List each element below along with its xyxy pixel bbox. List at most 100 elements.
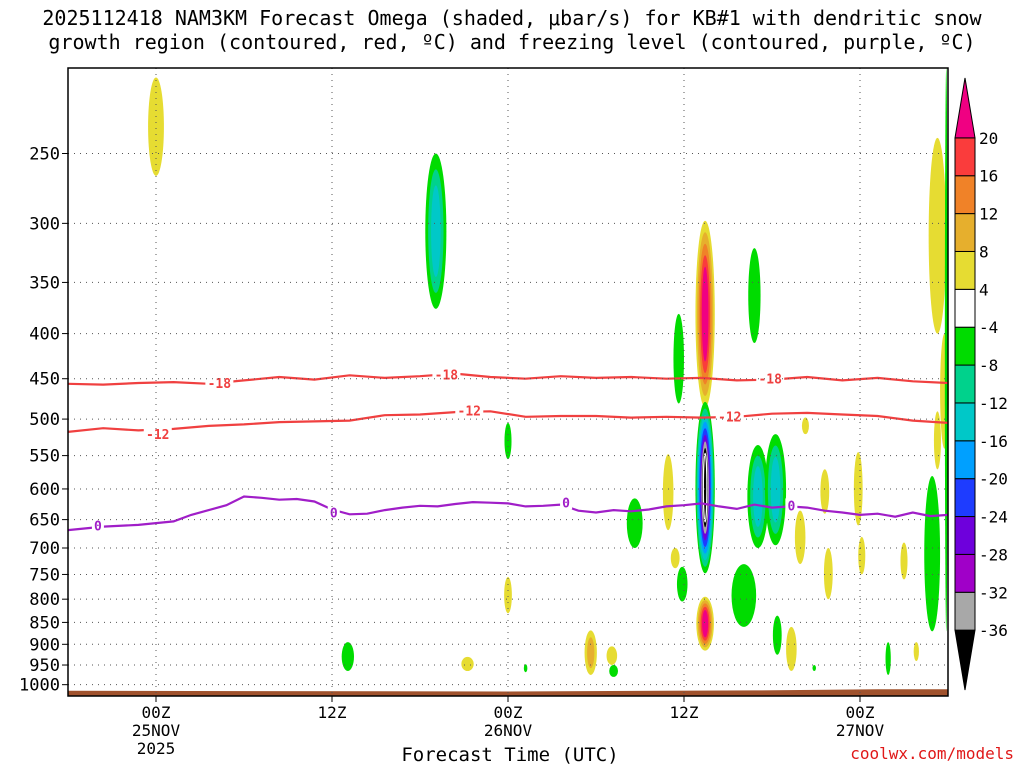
x-tick-label: 12Z	[670, 703, 699, 722]
omega-feature	[933, 411, 941, 470]
omega-feature	[626, 498, 643, 549]
omega-peak-outline	[702, 452, 708, 523]
omega-shade-level	[770, 456, 781, 523]
contour-label: 0	[787, 499, 795, 514]
omega-feature	[786, 626, 797, 672]
contour-line	[67, 410, 949, 433]
omega-shade-level	[924, 475, 941, 632]
omega-feature	[731, 564, 757, 627]
omega-feature	[812, 665, 816, 672]
contour-label-bg	[560, 495, 573, 510]
colorbar-label: -8	[979, 356, 998, 375]
x-tick-label: 00Z	[846, 703, 875, 722]
omega-shade-level	[753, 466, 763, 527]
y-tick-label: 750	[29, 565, 60, 585]
colorbar-swatch	[954, 288, 976, 328]
contour-label-bg	[205, 375, 234, 390]
omega-shade-level	[670, 548, 680, 569]
omega-feature	[747, 445, 769, 549]
colorbar-swatch	[954, 440, 976, 480]
colorbar-swatch	[954, 629, 976, 691]
omega-shade-level	[673, 313, 684, 404]
omega-feature	[764, 434, 787, 546]
colorbar-swatch	[954, 516, 976, 555]
colorbar-label: 12	[979, 205, 998, 224]
omega-shade-level	[812, 665, 816, 672]
omega-shade-level	[801, 417, 809, 435]
omega-feature	[772, 615, 782, 655]
omega-shade-level	[676, 566, 688, 602]
omega-shade-level	[820, 469, 830, 514]
omega-shade-level	[786, 626, 797, 672]
omega-shade-level	[823, 548, 833, 600]
colorbar-swatch	[954, 213, 976, 252]
x-tick-label: 00Z	[494, 703, 523, 722]
omega-shade-level	[461, 656, 474, 672]
colorbar-label: -12	[979, 394, 1008, 413]
page-title-line-2: growth region (contoured, red, ºC) and f…	[48, 30, 976, 54]
contour-label: 0	[562, 496, 570, 511]
y-tick-label: 850	[29, 613, 60, 633]
omega-shade-level	[523, 664, 528, 673]
omega-feature	[148, 77, 164, 176]
omega-feature	[670, 548, 680, 569]
omega-feature	[820, 469, 830, 514]
contour-label: 0	[330, 507, 338, 522]
omega-shade-level	[885, 642, 891, 675]
credit-text: coolwx.com/models	[850, 744, 1014, 763]
y-tick-label: 900	[29, 635, 60, 655]
omega-shade-level	[606, 646, 618, 666]
page-title-line-1: 2025112418 NAM3KM Forecast Omega (shaded…	[42, 6, 982, 30]
omega-feature	[662, 454, 674, 531]
omega-feature	[928, 137, 947, 334]
omega-feature	[695, 401, 715, 574]
omega-feature	[606, 646, 618, 666]
x-tick-label: 27NOV	[836, 721, 885, 740]
y-tick-label: 650	[29, 511, 60, 531]
contour-label-bg	[455, 403, 484, 418]
colorbar-label: -24	[979, 508, 1008, 527]
contour-label-bg	[91, 518, 104, 533]
y-tick-label: 450	[29, 370, 60, 390]
omega-feature	[801, 417, 809, 435]
omega-feature	[944, 68, 948, 632]
omega-feature	[523, 664, 528, 673]
omega-shade-level	[148, 77, 164, 176]
omega-shade-level	[609, 665, 618, 677]
contour-label-bg	[785, 498, 798, 513]
colorbar-swatch	[954, 137, 976, 177]
contour-label: -18	[758, 373, 782, 388]
x-tick-label: 25NOV	[132, 721, 181, 740]
omega-feature	[696, 596, 714, 651]
omega-feature	[673, 313, 684, 404]
omega-feature	[885, 642, 891, 675]
y-tick-label: 300	[29, 214, 60, 234]
omega-feature	[341, 642, 354, 672]
x-tick-label: 00Z	[142, 703, 171, 722]
colorbar-label: -36	[979, 621, 1008, 640]
contour-label-bg	[715, 409, 744, 424]
y-tick-label: 600	[29, 480, 60, 500]
omega-shade-level	[772, 615, 782, 655]
colorbar-swatch	[954, 326, 976, 366]
colorbar-label: -32	[979, 583, 1008, 602]
omega-shade-level	[587, 637, 595, 669]
y-tick-label: 700	[29, 539, 60, 559]
omega-shade-level	[913, 642, 919, 661]
contour-label-bg	[327, 505, 340, 520]
omega-shade-level	[944, 68, 948, 632]
omega-feature	[676, 566, 688, 602]
contour-label-bg	[143, 426, 172, 441]
omega-feature	[425, 153, 447, 309]
omega-feature	[794, 510, 806, 565]
omega-shade-level	[858, 536, 866, 575]
omega-feature	[461, 656, 474, 672]
y-tick-label: 350	[29, 273, 60, 293]
colorbar-label: -28	[979, 545, 1008, 564]
y-tick-label: 950	[29, 656, 60, 676]
colorbar-swatch	[954, 77, 976, 139]
omega-feature	[504, 576, 512, 614]
colorbar-swatch	[954, 591, 976, 631]
y-tick-label: 800	[29, 590, 60, 610]
colorbar-swatch	[954, 364, 976, 404]
